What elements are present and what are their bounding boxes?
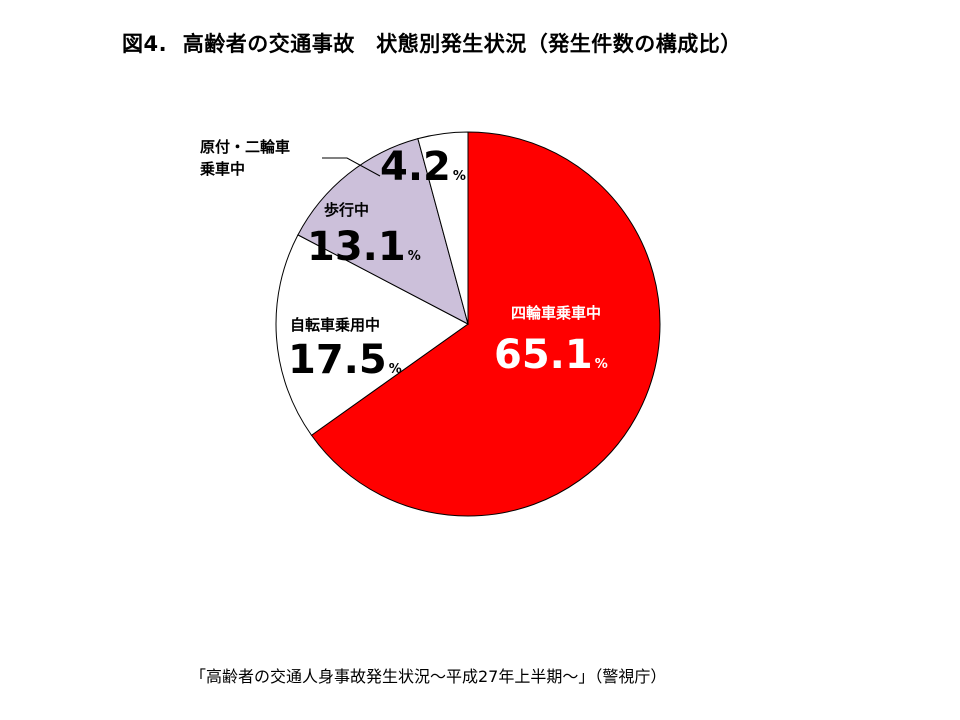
slice-bicycle xyxy=(275,234,469,436)
slice-four-wheel xyxy=(310,131,661,517)
slice-moped xyxy=(417,131,469,325)
leader-lines xyxy=(322,157,381,177)
label-four-wheel-value: 65.1% xyxy=(494,332,608,378)
label-moped-value: 4.2% xyxy=(380,144,466,190)
leader-line-moped xyxy=(322,157,381,177)
source-note: 「高齢者の交通人身事故発生状況～平成27年上半期～」（警視庁） xyxy=(190,667,667,686)
slice-walking xyxy=(297,138,469,325)
label-bicycle-name: 自転車乗用中 xyxy=(290,316,380,334)
label-four-wheel-name: 四輪車乗車中 xyxy=(511,304,601,322)
pie-slices xyxy=(275,131,661,517)
label-walking-value: 13.1% xyxy=(307,224,421,270)
label-walking-name: 歩行中 xyxy=(324,201,369,219)
label-bicycle-value: 17.5% xyxy=(288,337,402,383)
label-moped-name: 原付・二輪車 xyxy=(200,138,290,156)
label-moped-name: 乗車中 xyxy=(200,160,245,178)
chart-title: 図4. 高齢者の交通事故 状態別発生状況（発生件数の構成比） xyxy=(122,32,742,56)
